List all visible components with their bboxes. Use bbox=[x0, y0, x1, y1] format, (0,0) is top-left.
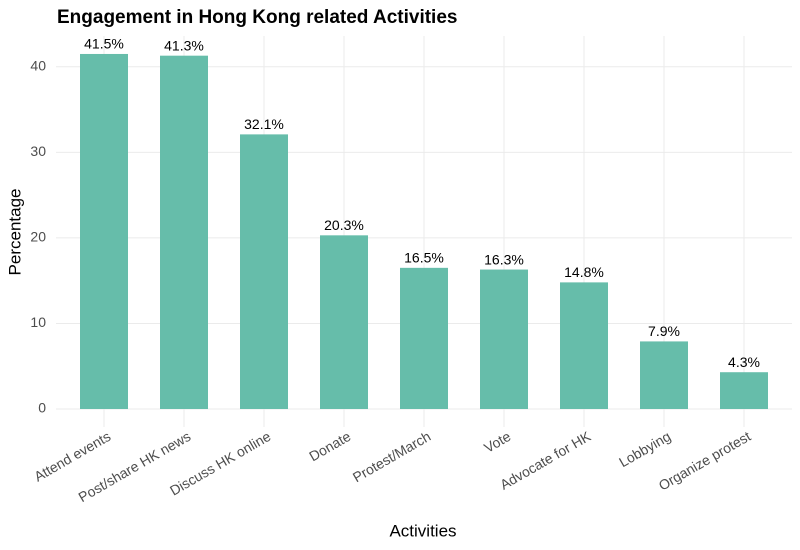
y-tick-label: 10 bbox=[30, 314, 46, 330]
value-label: 41.3% bbox=[164, 37, 204, 53]
x-tick-label: Advocate for HK bbox=[497, 428, 594, 493]
value-label: 14.8% bbox=[564, 264, 604, 280]
bar bbox=[400, 267, 448, 409]
value-label: 41.5% bbox=[84, 36, 124, 52]
bar bbox=[720, 372, 768, 409]
y-tick-label: 30 bbox=[30, 143, 46, 159]
value-label: 32.1% bbox=[244, 116, 284, 132]
y-tick-label: 20 bbox=[30, 229, 46, 245]
y-axis-label: Percentage bbox=[5, 189, 24, 276]
x-tick-label: Protest/March bbox=[350, 428, 433, 485]
x-axis-label: Activities bbox=[389, 521, 456, 540]
x-tick-label: Donate bbox=[306, 428, 353, 465]
bar bbox=[80, 53, 128, 409]
value-label: 20.3% bbox=[324, 217, 364, 233]
y-tick-label: 0 bbox=[38, 400, 46, 416]
chart-title: Engagement in Hong Kong related Activiti… bbox=[57, 7, 457, 28]
bar bbox=[240, 134, 288, 409]
y-tick-label: 40 bbox=[30, 58, 46, 74]
bar bbox=[320, 235, 368, 409]
x-tick-label: Lobbying bbox=[616, 428, 673, 470]
bar bbox=[480, 269, 528, 409]
bar bbox=[560, 282, 608, 409]
bar bbox=[640, 341, 688, 409]
x-tick-label: Vote bbox=[481, 428, 513, 456]
bar bbox=[160, 55, 208, 409]
value-label: 16.5% bbox=[404, 250, 444, 266]
value-label: 16.3% bbox=[484, 251, 524, 267]
value-label: 7.9% bbox=[648, 323, 680, 339]
value-label: 4.3% bbox=[728, 354, 760, 370]
